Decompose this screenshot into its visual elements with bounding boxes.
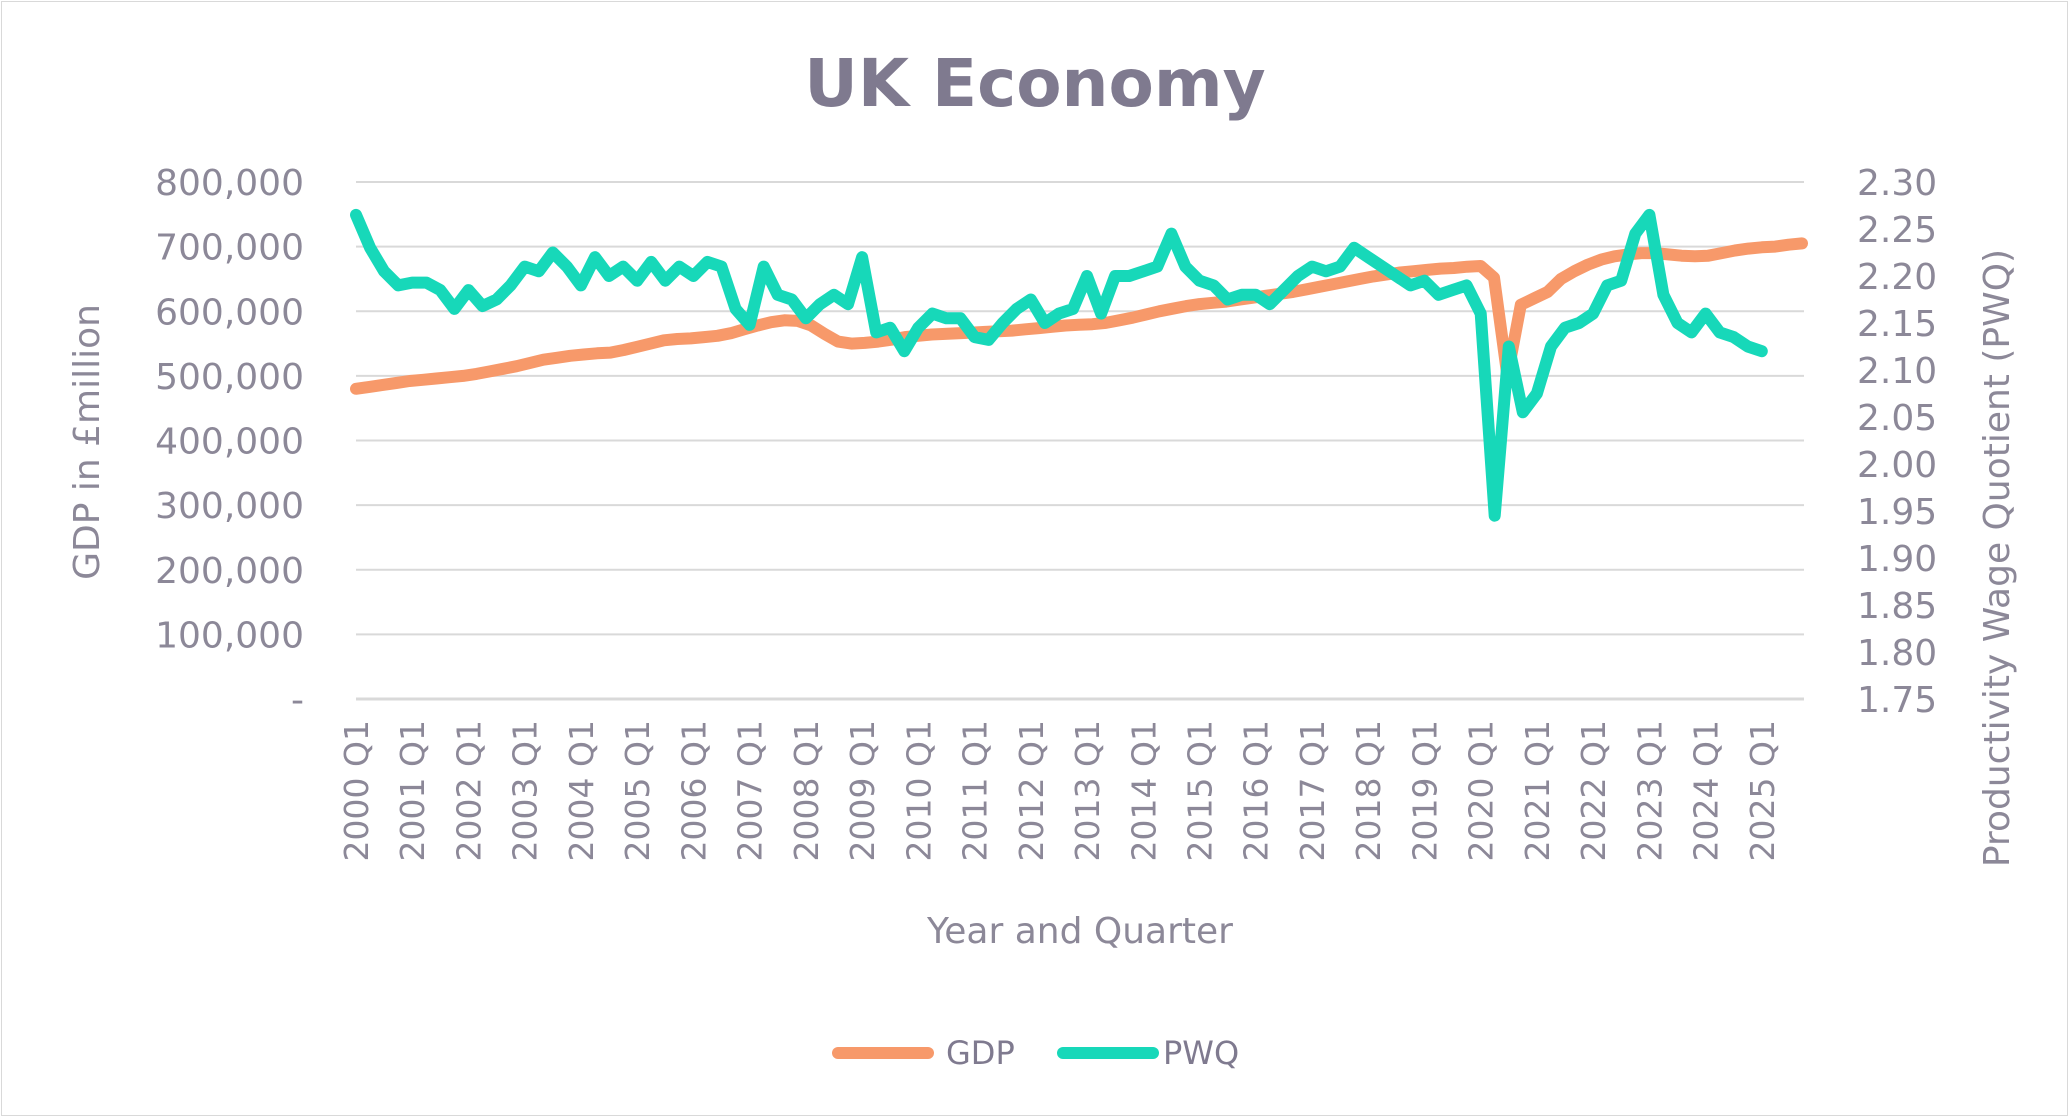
right-tick-label: 2.10	[1857, 351, 1937, 392]
left-tick-label: 700,000	[155, 228, 304, 269]
x-tick-label: 2012 Q1	[1012, 720, 1051, 861]
right-tick-label: 2.30	[1857, 163, 1937, 204]
series-line-gdp	[350, 237, 1808, 395]
x-tick-label: 2019 Q1	[1405, 720, 1444, 861]
x-tick-label: 2020 Q1	[1462, 720, 1501, 861]
x-tick-label: 2023 Q1	[1630, 720, 1669, 861]
gridlines	[356, 181, 1804, 701]
x-tick-label: 2015 Q1	[1180, 720, 1219, 861]
legend-label-gdp: GDP	[946, 1034, 1015, 1072]
left-tick-label: 600,000	[155, 292, 304, 333]
x-axis-title: Year and Quarter	[926, 911, 1233, 952]
x-tick-label: 2025 Q1	[1743, 720, 1782, 861]
legend-label-pwq: PWQ	[1163, 1034, 1239, 1072]
x-tick-label: 2014 Q1	[1124, 720, 1163, 861]
right-tick-label: 1.90	[1857, 539, 1937, 580]
right-tick-label: 1.95	[1857, 492, 1937, 533]
left-tick-label: 100,000	[155, 615, 304, 656]
x-tick-label: 2016 Q1	[1237, 720, 1276, 861]
x-tick-label: 2010 Q1	[899, 720, 938, 861]
legend: GDP PWQ	[832, 1034, 1239, 1072]
left-axis-ticks: - 100,000 200,000 300,000 400,000 500,000 600,…	[155, 163, 304, 721]
x-tick-label: 2004 Q1	[562, 720, 601, 861]
x-tick-label: 2021 Q1	[1518, 720, 1557, 861]
x-tick-label: 2022 Q1	[1574, 720, 1613, 861]
x-tick-label: 2011 Q1	[956, 720, 995, 861]
right-tick-label: 1.85	[1857, 586, 1937, 627]
right-tick-label: 2.15	[1857, 304, 1937, 345]
right-tick-label: 2.05	[1857, 398, 1937, 439]
x-tick-label: 2000 Q1	[337, 720, 376, 861]
x-axis-ticks: 2000 Q1 2001 Q1 2002 Q1 2003 Q1 2004 Q1 2005 …	[337, 720, 1782, 861]
left-tick-label: 200,000	[155, 551, 304, 592]
right-axis-title: Productivity Wage Quotient (PWQ)	[1977, 249, 2018, 867]
left-tick-label: -	[291, 680, 304, 721]
x-tick-label: 2006 Q1	[674, 720, 713, 861]
x-tick-label: 2007 Q1	[731, 720, 770, 861]
chart-title: UK Economy	[804, 45, 1265, 122]
right-tick-label: 1.80	[1857, 633, 1937, 674]
x-tick-label: 2002 Q1	[449, 720, 488, 861]
x-tick-label: 2024 Q1	[1687, 720, 1726, 861]
x-tick-label: 2017 Q1	[1293, 720, 1332, 861]
x-tick-label: 2001 Q1	[393, 720, 432, 861]
right-tick-label: 2.00	[1857, 445, 1937, 486]
left-tick-label: 400,000	[155, 422, 304, 463]
series-line-pwq	[350, 208, 1768, 522]
left-axis-title: GDP in £million	[67, 304, 108, 580]
right-tick-label: 2.20	[1857, 257, 1937, 298]
x-tick-label: 2018 Q1	[1349, 720, 1388, 861]
left-tick-label: 800,000	[155, 163, 304, 204]
x-tick-label: 2008 Q1	[787, 720, 826, 861]
x-tick-label: 2009 Q1	[843, 720, 882, 861]
x-tick-label: 2003 Q1	[506, 720, 545, 861]
left-tick-label: 500,000	[155, 357, 304, 398]
left-tick-label: 300,000	[155, 486, 304, 527]
right-axis-ticks: 1.75 1.80 1.85 1.90 1.95 2.00 2.05 2.10 2.15 2.20…	[1857, 163, 1937, 721]
right-tick-label: 1.75	[1857, 680, 1937, 721]
right-tick-label: 2.25	[1857, 210, 1937, 251]
x-tick-label: 2013 Q1	[1068, 720, 1107, 861]
series-lines	[350, 208, 1808, 522]
x-tick-label: 2005 Q1	[618, 720, 657, 861]
